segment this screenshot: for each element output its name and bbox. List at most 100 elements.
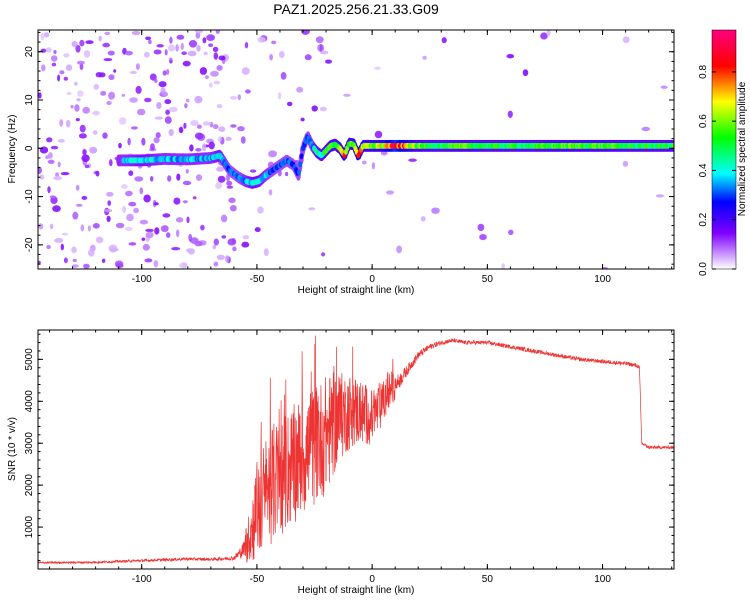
spectrogram-noise-cell [79,63,84,70]
spectrogram-noise-cell [396,245,402,254]
spectrogram-noise-cell [501,263,506,269]
spectrogram-noise-cell [225,136,232,141]
spectrogram-noise-cell [217,136,222,143]
spectrogram-noise-cell [45,47,52,53]
spectrogram-noise-cell [183,122,187,129]
spectrogram-noise-cell [602,266,608,269]
spectrogram-noise-cell [134,176,144,182]
spectrogram-noise-cell [187,248,195,255]
spectrogram-noise-cell [195,148,202,152]
spectrogram-noise-cell [75,203,83,207]
spectrogram-noise-cell [115,263,124,269]
spectrogram-noise-cell [173,197,181,205]
spectrogram-noise-cell [139,187,144,195]
spectrogram-noise-cell [145,228,154,233]
x-tick-label: -50 [250,274,265,285]
spectrogram-noise-cell [202,143,207,152]
y-tick-label: 3000 [24,432,35,455]
spectrogram-noise-cell [226,185,234,189]
spectrogram-noise-cell [230,124,237,128]
y-tick-label: 0 [24,145,35,151]
spectrogram-noise-cell [371,162,375,170]
spectrogram-noise-cell [126,213,134,222]
spectrogram-noise-cell [118,142,122,149]
colorbar-tick-label: 0.2 [698,212,709,226]
spectrogram-noise-cell [181,51,187,55]
spectrogram-noise-cell [95,72,103,78]
spectrogram-noise-cell [420,216,426,222]
snr-plot: -100 -50 0 50 100 1000 2000 3000 4000 5000 Heigh… [7,329,675,596]
spectrogram-noise-cell [296,86,304,93]
spectrogram-noise-cell [176,229,180,238]
spectrogram-noise-cell [156,102,162,109]
spectrogram-noise-cell [57,74,61,82]
spectrogram-cells [38,30,674,269]
spectrogram-noise-cell [48,152,53,159]
spectrogram-noise-cell [202,121,212,126]
spectrogram-noise-cell [210,70,219,77]
spectrogram-noise-cell [196,174,202,181]
spectrogram-noise-cell [103,58,113,62]
spectrogram-noise-cell [185,169,189,174]
spectrogram-noise-cell [85,40,94,44]
spectrogram-noise-cell [49,195,56,199]
spectrogram-noise-cell [188,40,198,48]
spectrogram-noise-cell [93,83,100,90]
spectrogram-noise-cell [92,223,100,229]
spectrogram-noise-cell [108,91,116,100]
spectrogram-noise-cell [141,137,146,146]
spectrogram-noise-cell [125,226,133,232]
spectrogram-noise-cell [213,52,219,60]
x-tick-label: 50 [482,274,494,285]
spectrogram-noise-cell [311,105,318,112]
spectrogram-noise-cell [227,238,237,246]
spectrogram-noise-cell [128,201,137,207]
spectrogram-noise-cell [107,200,111,206]
spectrogram-noise-cell [286,101,293,107]
spectrogram-noise-cell [208,141,215,150]
spectrogram-noise-cell [121,184,128,190]
spectrogram-noise-cell [95,170,100,177]
spectrogram-noise-cell [82,149,87,156]
spectrogram-noise-cell [319,44,323,52]
spectrogram-noise-cell [109,159,113,167]
spectrogram-noise-cell [218,126,226,132]
spectrogram-noise-cell [128,170,134,176]
spectrogram-noise-cell [508,229,514,235]
spectrogram-noise-cell [325,59,332,64]
spectrogram-noise-cell [308,207,316,211]
spectrogram-noise-cell [522,69,529,77]
spectrogram-noise-cell [121,93,126,97]
spectrogram-noise-cell [165,109,170,115]
spectrogram-noise-cell [38,92,42,99]
x-tick-label: 100 [594,274,611,285]
spectrogram-noise-cell [84,164,90,169]
spectrogram-noise-cell [479,234,487,241]
spectrogram-noise-cell [153,137,160,144]
spectrogram-noise-cell [200,224,205,231]
spectrogram-noise-cell [212,244,217,250]
spectrogram-noise-cell [52,205,61,213]
spectrogram-noise-cell [197,124,202,129]
spectrogram-noise-cell [38,223,44,230]
spectrogram-noise-cell [220,214,228,223]
spectrogram-noise-cell [150,176,154,182]
spectrogram-noise-cell [202,37,207,44]
spectrogram-noise-cell [184,103,188,109]
colorbar-ticks: 0.0 0.2 0.4 0.6 0.8 [698,64,736,276]
spectrogram-noise-cell [304,54,312,61]
spectrogram-noise-cell [108,74,115,81]
spectrogram-noise-cell [65,119,71,128]
spectrogram-noise-cell [75,44,81,53]
spectrogram-noise-cell [300,117,305,122]
spectrogram-noise-cell [217,175,226,183]
spectrogram-noise-cell [83,263,90,269]
spectrogram-noise-cell [319,106,327,112]
spectrogram-noise-cell [75,184,80,191]
y-tick-label: -20 [24,237,35,252]
spectrogram-noise-cell [124,50,133,56]
spectrogram-noise-cell [203,51,208,56]
spectrogram-noise-cell [102,42,110,48]
snr-frame [37,329,675,570]
spectrogram-noise-cell [129,70,137,75]
